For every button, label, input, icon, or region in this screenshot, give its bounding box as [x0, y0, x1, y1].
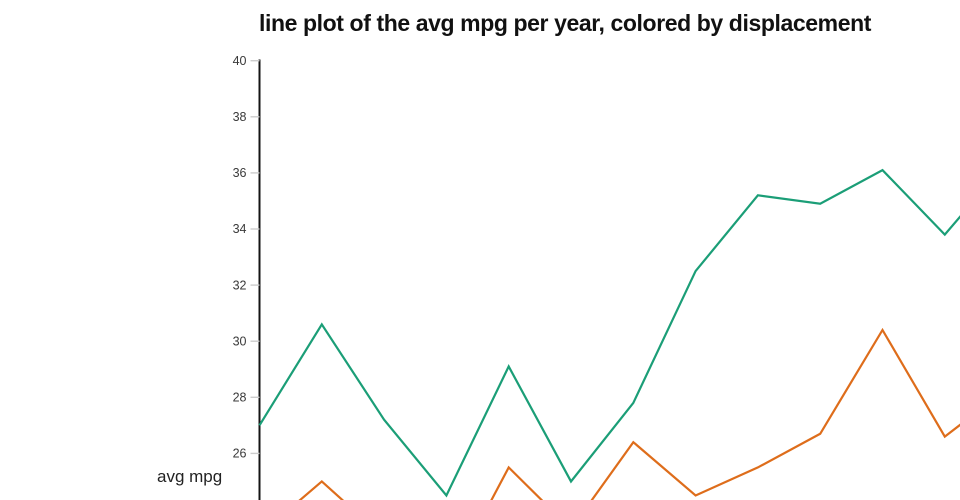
y-axis-tick-label: 28: [233, 391, 247, 405]
series-line-teal: [258, 168, 960, 498]
y-axis-tick-label: 26: [233, 447, 247, 461]
y-axis-tick-label: 36: [233, 166, 247, 180]
y-axis-tick-label: 40: [233, 54, 247, 68]
y-axis-tick-label: 38: [233, 110, 247, 124]
y-axis-tick-label: 34: [233, 222, 247, 236]
series-line-orange: [298, 327, 960, 500]
y-axis-tick-label: 30: [233, 334, 247, 348]
chart-title: line plot of the avg mpg per year, color…: [259, 10, 872, 36]
y-axis-label: avg mpg: [157, 467, 223, 486]
y-axis-tick-label: 32: [233, 278, 247, 292]
